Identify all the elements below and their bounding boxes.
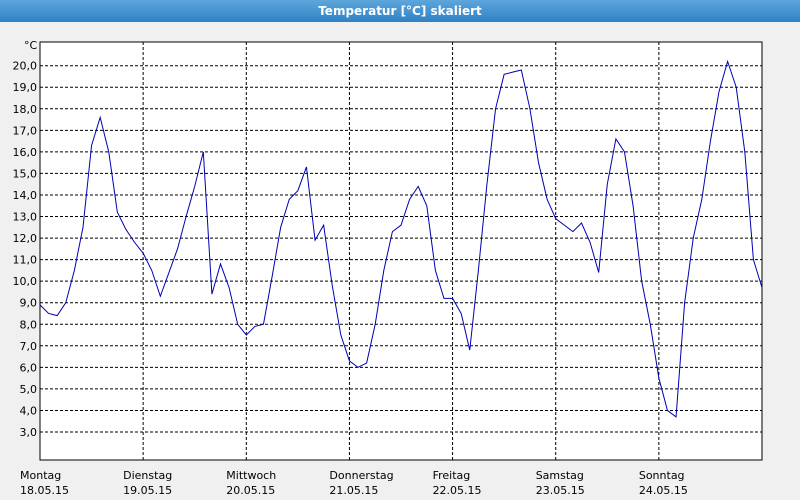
y-tick-label: 16,0 [13, 146, 38, 159]
x-tick-label: Donnerstag [329, 469, 393, 482]
y-tick-label: 10,0 [13, 275, 38, 288]
y-tick-label: 20,0 [13, 60, 38, 73]
title-bar [0, 0, 800, 22]
y-tick-label: 19,0 [13, 81, 38, 94]
y-tick-label: 12,0 [13, 232, 38, 245]
y-tick-label: 9,0 [20, 297, 38, 310]
y-tick-label: 6,0 [20, 361, 38, 374]
y-tick-label: 15,0 [13, 167, 38, 180]
y-tick-label: 11,0 [13, 254, 38, 267]
data-line [39, 59, 763, 418]
x-tick-label: Sonntag [639, 469, 685, 482]
y-tick-label: 13,0 [13, 211, 38, 224]
chart-title: Temperatur [°C] skaliert [318, 4, 482, 18]
plot-area [39, 41, 763, 461]
y-tick-label: 18,0 [13, 103, 38, 116]
x-tick-label: Freitag [433, 469, 471, 482]
x-tick-label: 19.05.15 [123, 484, 172, 497]
y-tick-label: 4,0 [20, 404, 38, 417]
x-tick-label: 20.05.15 [226, 484, 275, 497]
y-tick-label: 5,0 [20, 383, 38, 396]
x-tick-label: 23.05.15 [536, 484, 585, 497]
y-tick-label: 3,0 [20, 426, 38, 439]
x-tick-label: 22.05.15 [433, 484, 482, 497]
y-tick-label: 8,0 [20, 318, 38, 331]
y-tick-label: 7,0 [20, 340, 38, 353]
y-tick-label: 14,0 [13, 189, 38, 202]
x-tick-label: 21.05.15 [329, 484, 378, 497]
x-tick-label: Montag [20, 469, 61, 482]
y-unit: °C [24, 39, 38, 52]
y-tick-label: 17,0 [13, 124, 38, 137]
x-tick-label: Dienstag [123, 469, 172, 482]
x-tick-label: 24.05.15 [639, 484, 688, 497]
x-tick-label: Samstag [536, 469, 584, 482]
x-tick-label: 18.05.15 [20, 484, 69, 497]
x-tick-label: Mittwoch [226, 469, 276, 482]
